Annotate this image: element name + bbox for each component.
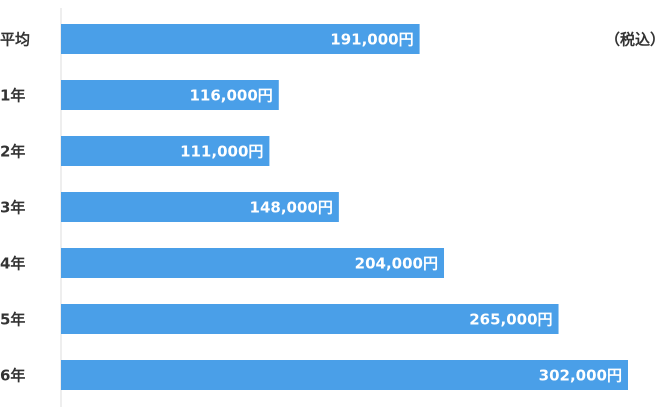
bar-3 <box>61 192 339 222</box>
value-label-3: 148,000円 <box>250 199 333 217</box>
category-labels-group: 平均 1年 2年 3年 4年 5年 6年 <box>0 31 30 385</box>
category-label-2: 2年 <box>0 143 25 161</box>
bar-1 <box>61 80 279 110</box>
bar-2 <box>61 136 270 166</box>
category-label-4: 4年 <box>0 255 25 273</box>
value-label-4: 204,000円 <box>355 255 438 273</box>
bars-group <box>61 24 628 390</box>
value-label-2: 111,000円 <box>180 143 263 161</box>
value-label-6: 302,000円 <box>539 367 622 385</box>
category-label-5: 5年 <box>0 311 25 329</box>
bar-4 <box>61 248 445 278</box>
bar-0 <box>61 24 420 54</box>
bar-6 <box>61 360 628 390</box>
value-label-1: 116,000円 <box>189 87 272 105</box>
value-labels-group: 191,000円 116,000円 111,000円 148,000円 204,000円… <box>180 31 622 385</box>
category-label-6: 6年 <box>0 367 25 385</box>
tax-note-label: （税込） <box>605 31 665 49</box>
category-label-1: 1年 <box>0 87 25 105</box>
value-label-0: 191,000円 <box>330 31 413 49</box>
bar-5 <box>61 304 559 334</box>
category-label-0: 平均 <box>0 31 30 49</box>
category-label-3: 3年 <box>0 199 25 217</box>
value-label-5: 265,000円 <box>469 311 552 329</box>
